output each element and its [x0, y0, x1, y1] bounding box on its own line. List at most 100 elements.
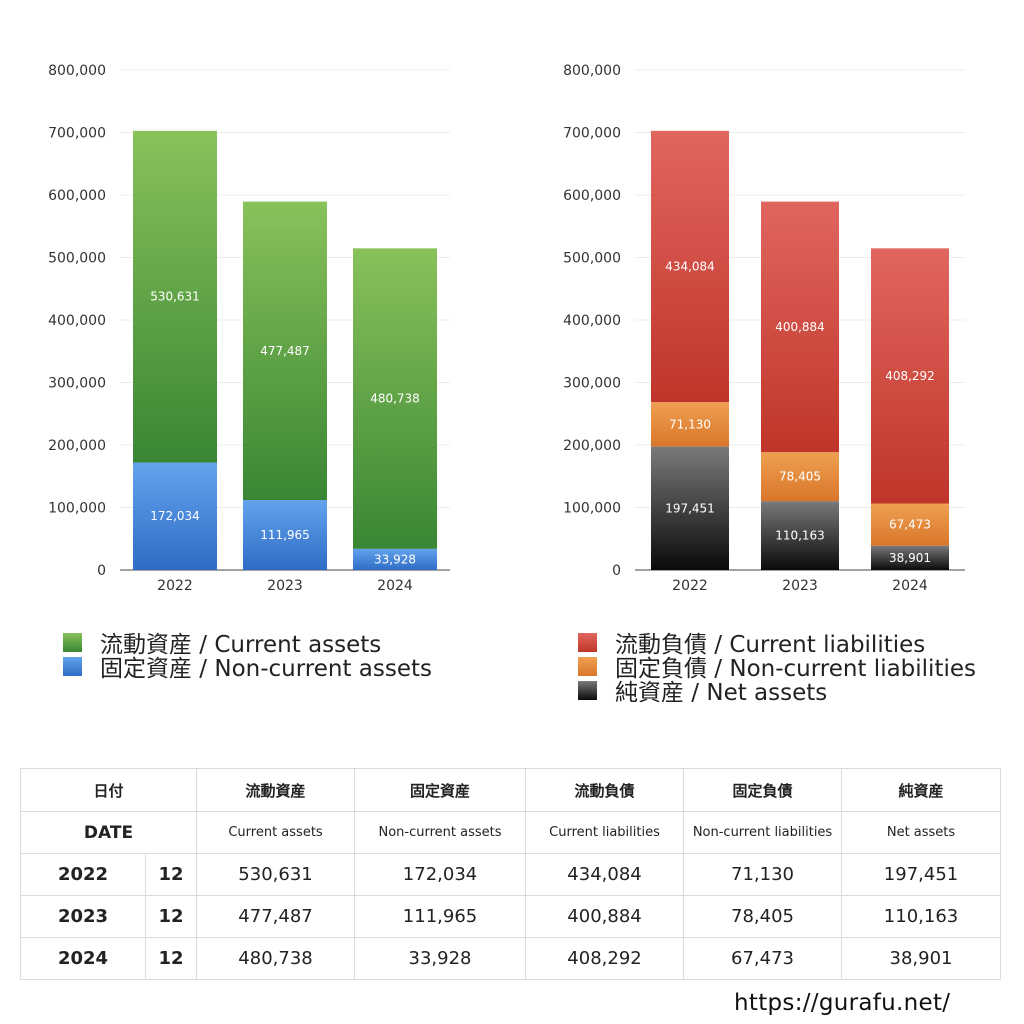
table-cell: 110,163 [841, 895, 1002, 938]
bar-segment [353, 248, 437, 549]
row-month: 12 [144, 853, 198, 896]
row-year: 2022 [20, 853, 146, 896]
column-header-en: Non-current liabilities [683, 811, 843, 854]
y-tick-label: 400,000 [48, 313, 106, 329]
legend-item: 固定負債 / Non-current liabilities [578, 654, 976, 682]
legend-label: 流動資産 / Current assets [100, 632, 382, 658]
bar-segment [761, 452, 839, 502]
table-row: 2022 12 530,631 172,034 434,084 71,130 1… [20, 853, 1002, 896]
column-header-jp: 流動資産 [196, 768, 356, 812]
table-cell: 477,487 [196, 895, 356, 938]
table-cell: 400,884 [525, 895, 685, 938]
data-label: 78,405 [779, 470, 821, 484]
table-row: 2023 12 477,487 111,965 400,884 78,405 1… [20, 895, 1002, 938]
table-cell: 172,034 [354, 853, 527, 896]
table-cell: 71,130 [683, 853, 843, 896]
legend-item: 固定資産 / Non-current assets [63, 654, 432, 682]
y-tick-label: 100,000 [48, 501, 106, 517]
table-cell: 480,738 [196, 937, 356, 980]
row-month: 12 [144, 937, 198, 980]
x-tick-label: 2023 [782, 578, 818, 594]
table-cell: 408,292 [525, 937, 685, 980]
y-tick-label: 300,000 [48, 376, 106, 392]
column-header-en: Current liabilities [525, 811, 685, 854]
table-cell: 434,084 [525, 853, 685, 896]
table-cell: 530,631 [196, 853, 356, 896]
liabilities-legend: 流動負債 / Current liabilities 固定負債 / Non-cur… [578, 630, 976, 706]
legend-label: 固定負債 / Non-current liabilities [615, 656, 976, 682]
x-tick-label: 2023 [267, 578, 303, 594]
x-tick-label: 2024 [892, 578, 928, 594]
column-header-jp: 純資産 [841, 768, 1002, 812]
y-tick-label: 600,000 [563, 188, 621, 204]
data-label: 408,292 [885, 369, 935, 383]
row-month: 12 [144, 895, 198, 938]
legend-item: 流動資産 / Current assets [63, 630, 432, 658]
date-header-en: DATE [19, 811, 198, 854]
bar-segment [243, 500, 327, 570]
bar-segment [133, 130, 217, 463]
y-tick-label: 800,000 [48, 63, 106, 79]
data-label: 400,884 [775, 320, 825, 334]
legend-label: 固定資産 / Non-current assets [100, 656, 433, 682]
y-tick-label: 500,000 [563, 251, 621, 267]
bar-segment [871, 503, 949, 546]
y-tick-label: 600,000 [48, 188, 106, 204]
table-cell: 78,405 [683, 895, 843, 938]
bar-segment [651, 130, 729, 403]
y-tick-label: 700,000 [48, 126, 106, 142]
y-tick-label: 400,000 [563, 313, 621, 329]
data-label: 530,631 [150, 290, 200, 304]
x-tick-label: 2022 [157, 578, 193, 594]
table-header-en: DATE Current assets Non-current assets C… [19, 811, 1002, 854]
assets-legend: 流動資産 / Current assets 固定資産 / Non-current … [63, 630, 432, 682]
y-tick-label: 0 [612, 563, 621, 579]
column-header-jp: 固定資産 [354, 768, 527, 812]
table-row: 2024 12 480,738 33,928 408,292 67,473 38… [20, 937, 1002, 980]
data-label: 38,901 [889, 551, 931, 565]
y-tick-label: 200,000 [563, 438, 621, 454]
table-header-jp: 日付 流動資産 固定資産 流動負債 固定負債 純資産 [19, 768, 1002, 812]
data-label: 480,738 [370, 392, 420, 406]
data-label: 111,965 [260, 528, 310, 542]
y-tick-label: 300,000 [563, 376, 621, 392]
table-cell: 111,965 [354, 895, 527, 938]
column-header-en: Non-current assets [354, 811, 527, 854]
column-header-jp: 固定負債 [683, 768, 843, 812]
row-year: 2024 [20, 937, 146, 980]
data-label: 110,163 [775, 529, 825, 543]
legend-swatch [578, 656, 597, 676]
legend-label: 流動負債 / Current liabilities [615, 632, 926, 658]
x-tick-label: 2024 [377, 578, 413, 594]
row-year: 2023 [20, 895, 146, 938]
column-header-jp: 流動負債 [525, 768, 685, 812]
y-tick-label: 200,000 [48, 438, 106, 454]
legend-swatch [578, 680, 597, 700]
charts-canvas: 0 100,000 200,000 300,000 400,000 500,000 600,… [48, 63, 965, 594]
site-url: https://gurafu.net/ [734, 990, 951, 1016]
bar-segment [651, 402, 729, 447]
bar-segment [651, 446, 729, 570]
x-tick-label: 2022 [672, 578, 708, 594]
bar-segment [761, 201, 839, 453]
data-label: 477,487 [260, 344, 310, 358]
bar-segment [133, 462, 217, 570]
data-table: 日付 流動資産 固定資産 流動負債 固定負債 純資産 DATE Current … [19, 768, 1002, 980]
table-cell: 67,473 [683, 937, 843, 980]
legend-item: 流動負債 / Current liabilities [578, 630, 976, 658]
data-label: 434,084 [665, 259, 715, 273]
table-cell: 197,451 [841, 853, 1002, 896]
y-tick-label: 500,000 [48, 251, 106, 267]
legend-item: 純資産 / Net assets [578, 678, 976, 706]
y-tick-label: 800,000 [563, 63, 621, 79]
bar-segment [871, 545, 949, 570]
bar-segment [353, 548, 437, 570]
date-header-jp: 日付 [19, 768, 198, 812]
data-label: 33,928 [374, 552, 416, 566]
column-header-en: Net assets [841, 811, 1002, 854]
legend-label: 純資産 / Net assets [615, 680, 828, 706]
bar-segment [871, 248, 949, 504]
data-label: 197,451 [665, 501, 715, 515]
liabilities-chart: 0 100,000 200,000 300,000 400,000 500,000 600,… [563, 63, 965, 594]
assets-chart: 0 100,000 200,000 300,000 400,000 500,000 600,… [48, 63, 450, 594]
